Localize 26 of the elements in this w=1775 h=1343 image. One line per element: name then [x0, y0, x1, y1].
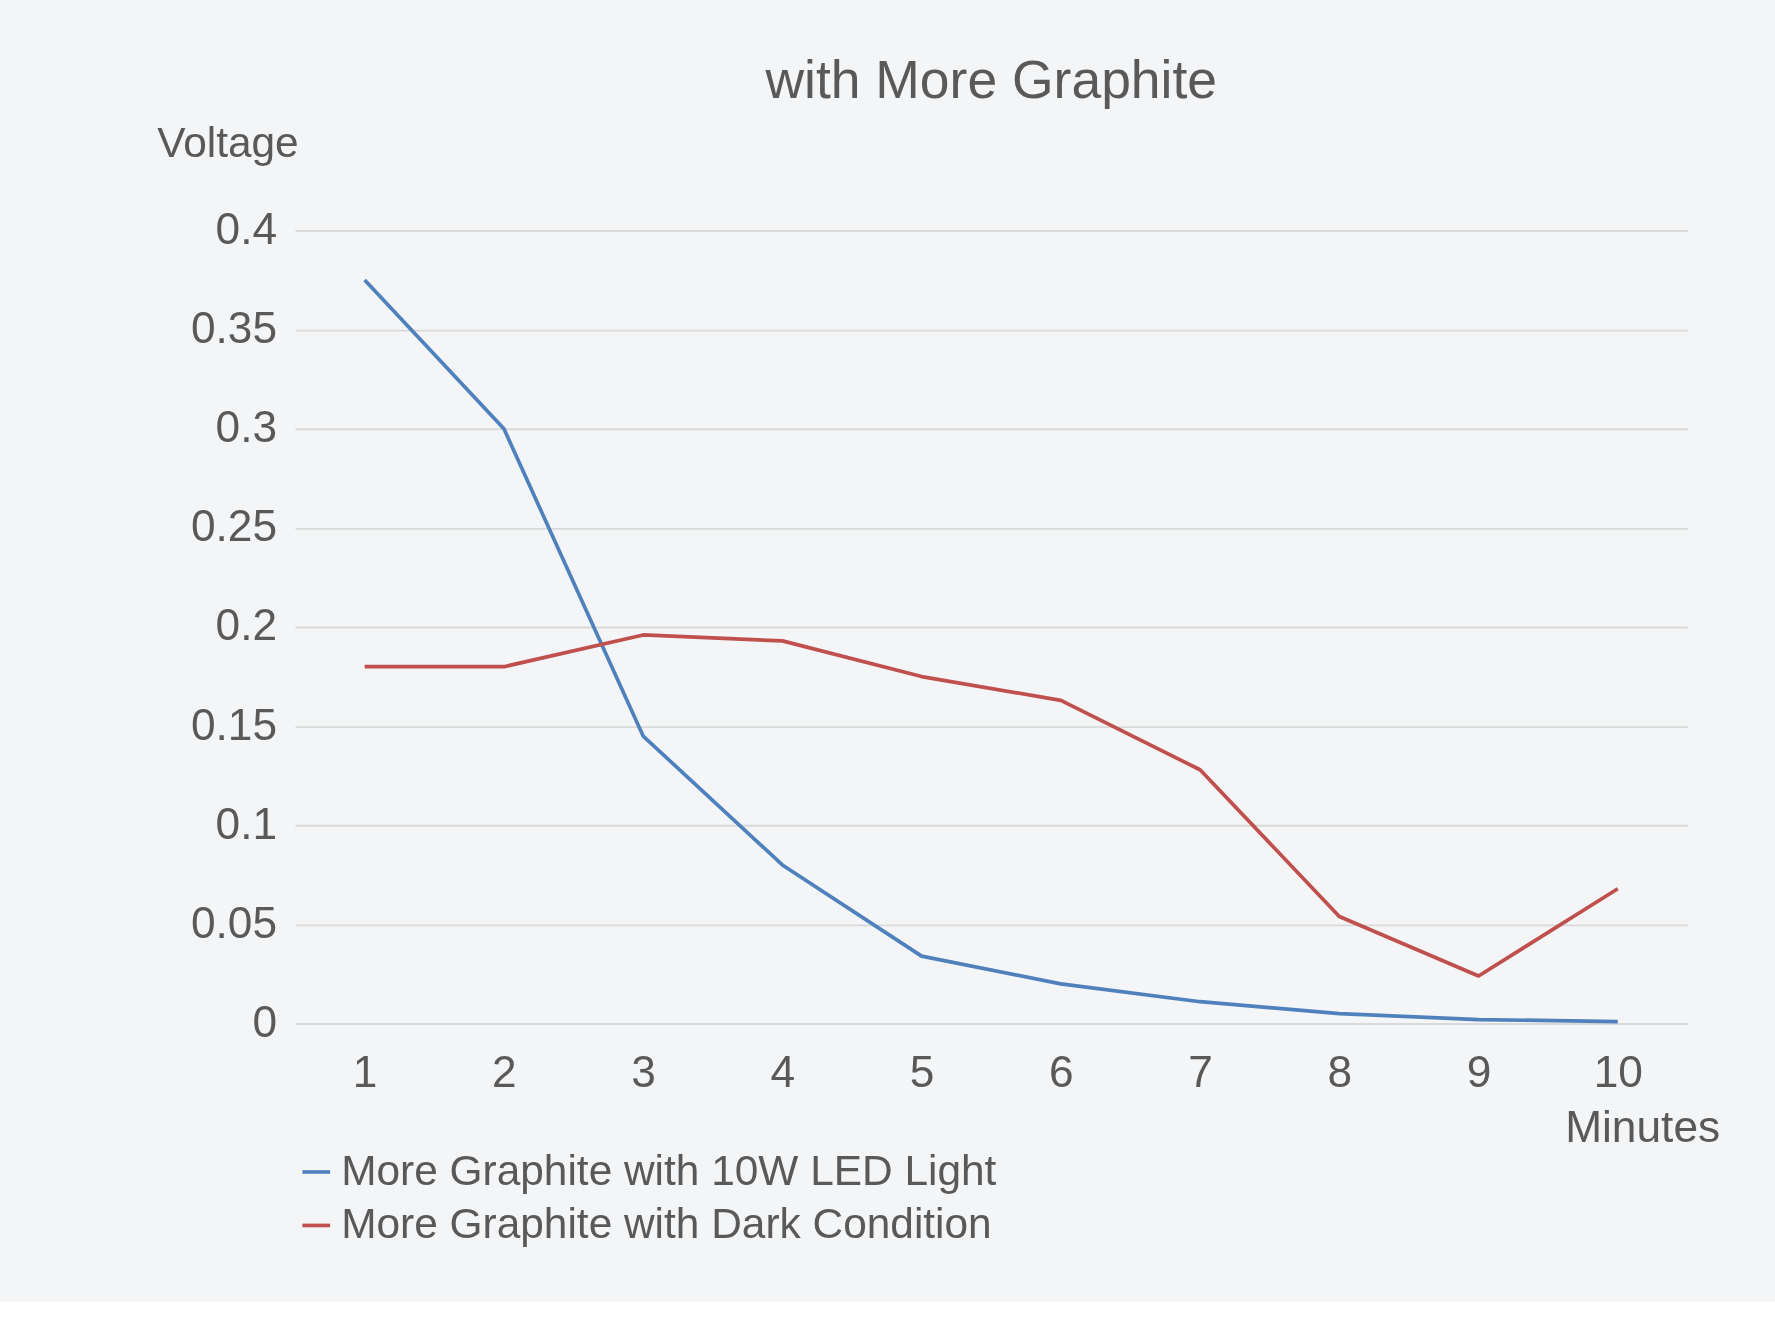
- y-tick-label: 0.2: [215, 600, 278, 650]
- y-tick-label: 0.35: [190, 303, 278, 353]
- y-tick-label: 0.3: [215, 402, 278, 452]
- x-tick-label: 3: [631, 1046, 656, 1096]
- x-tick-label: 1: [352, 1046, 378, 1096]
- y-tick-label: 0.25: [190, 501, 278, 551]
- line-series: [362, 278, 1620, 1024]
- x-tick-label: 6: [1049, 1046, 1074, 1096]
- y-tick-label: 0.1: [215, 798, 278, 848]
- legend-label: More Graphite with Dark Condition: [341, 1200, 992, 1248]
- x-axis-title: Minutes: [1565, 1102, 1721, 1152]
- x-tick-label: 5: [909, 1046, 935, 1096]
- x-tick-label: 7: [1188, 1046, 1213, 1096]
- x-tick-label: 10: [1593, 1046, 1643, 1096]
- y-tick-label: 0.4: [215, 203, 278, 253]
- x-tick-label: 8: [1327, 1046, 1353, 1096]
- y-axis-title: Voltage: [157, 119, 299, 167]
- y-tick-label: 0.05: [190, 897, 278, 947]
- x-tick-label: 4: [770, 1046, 796, 1096]
- y-tick-label: 0: [252, 996, 278, 1046]
- x-tick-label: 9: [1466, 1046, 1492, 1096]
- x-tick-label: 2: [492, 1046, 517, 1096]
- chart-title: with More Graphite: [764, 49, 1218, 109]
- line-series: [362, 633, 1620, 978]
- y-tick-label: 0.15: [190, 699, 278, 749]
- legend-label: More Graphite with 10W LED Light: [341, 1146, 997, 1194]
